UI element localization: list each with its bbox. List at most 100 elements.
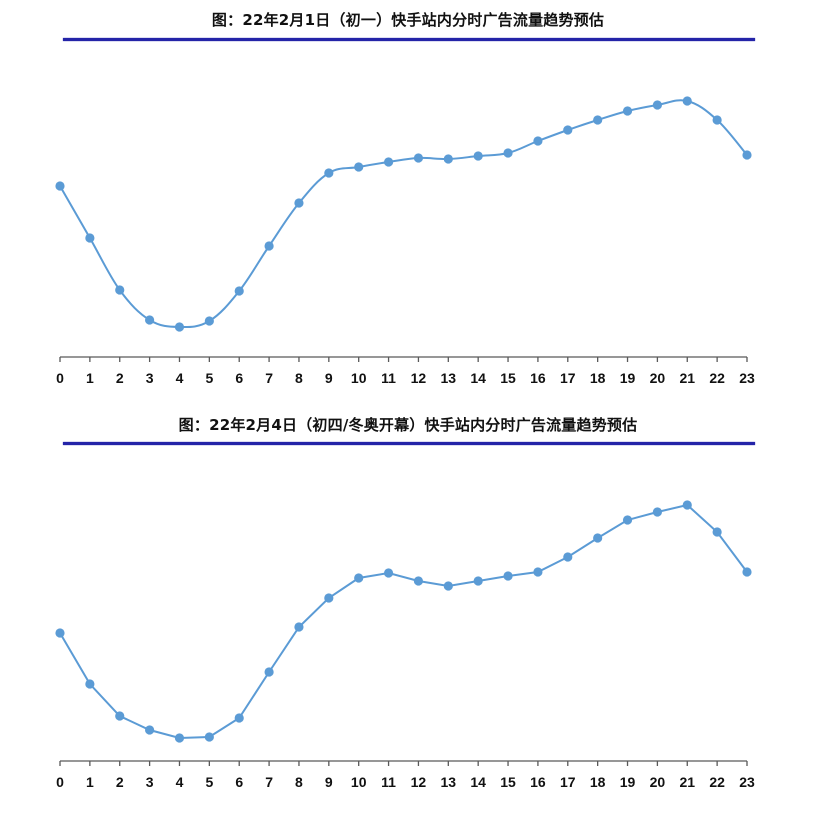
x-tick-label: 1: [86, 370, 94, 386]
data-point-marker: [563, 125, 573, 135]
data-point-marker: [264, 667, 274, 677]
x-tick-label: 6: [235, 370, 243, 386]
data-point-marker: [503, 148, 513, 158]
series-line: [59, 503, 748, 740]
data-point-marker: [742, 150, 752, 160]
x-tick-label: 8: [295, 774, 303, 790]
x-tick-label: 10: [351, 370, 367, 386]
data-point-marker: [55, 181, 65, 191]
x-tick-label: 4: [176, 370, 184, 386]
x-tick-label: 22: [709, 774, 725, 790]
data-point-marker: [234, 713, 244, 723]
data-point-marker: [294, 622, 304, 632]
x-tick-label: 0: [56, 774, 64, 790]
x-tick-label: 19: [620, 774, 636, 790]
data-point-marker: [622, 106, 633, 116]
x-tick-label: 5: [205, 774, 213, 790]
data-point-marker: [204, 732, 214, 742]
x-tick-label: 9: [325, 774, 333, 790]
x-tick-label: 14: [470, 774, 486, 790]
x-tick-label: 1: [86, 774, 94, 790]
x-tick-label: 12: [411, 774, 427, 790]
x-tick-label: 14: [470, 370, 486, 386]
title-underline: [63, 442, 755, 445]
x-tick-label: 19: [620, 370, 636, 386]
data-point-marker: [294, 198, 304, 208]
x-tick-label: 11: [381, 370, 396, 386]
x-tick-label: 7: [265, 774, 273, 790]
data-point-marker: [85, 679, 95, 689]
x-tick-label: 21: [679, 370, 695, 386]
x-tick-label: 13: [441, 774, 457, 790]
x-tick-label: 11: [381, 774, 396, 790]
x-tick-label: 7: [265, 370, 273, 386]
chart-title: 图：22年2月1日（初一）快手站内分时广告流量趋势预估: [211, 11, 605, 29]
x-tick-label: 20: [650, 370, 666, 386]
data-point-marker: [55, 628, 65, 638]
data-point-marker: [712, 527, 722, 537]
data-point-marker: [174, 733, 185, 743]
x-tick-label: 15: [500, 774, 516, 790]
x-tick-label: 13: [441, 370, 457, 386]
x-tick-label: 9: [325, 370, 333, 386]
data-point-marker: [383, 568, 394, 578]
x-tick-label: 3: [146, 370, 154, 386]
data-point-marker: [742, 567, 752, 577]
title-underline: [63, 38, 755, 41]
chart-1: 图：22年2月1日（初一）快手站内分时广告流量趋势预估 0 1 2 3 4 5 6 7 8 9 10…: [0, 0, 816, 405]
data-point-marker: [413, 576, 424, 586]
data-point-marker: [145, 725, 155, 735]
x-tick-label: 23: [739, 774, 755, 790]
x-tick-label: 18: [590, 370, 606, 386]
x-tick-label: 2: [116, 370, 124, 386]
x-tick-label: 21: [679, 774, 695, 790]
x-tick-label: 17: [560, 370, 576, 386]
data-point-marker: [383, 157, 394, 167]
x-tick-label: 0: [56, 370, 64, 386]
data-point-marker: [652, 100, 662, 110]
x-tick-label: 8: [295, 370, 303, 386]
line-plot: 0 1 2 3 4 5 6 7 8 9 10 11 12 13 14 15 16 17 18 19 20 21 22 23: [55, 96, 755, 386]
x-tick-label: 16: [530, 370, 546, 386]
data-point-marker: [443, 581, 453, 591]
data-point-marker: [413, 153, 424, 163]
data-point-marker: [682, 96, 692, 106]
x-tick-label: 3: [146, 774, 154, 790]
data-point-marker: [115, 711, 125, 721]
data-point-marker: [354, 573, 364, 583]
data-point-marker: [204, 316, 214, 326]
data-point-marker: [234, 286, 244, 296]
data-point-marker: [682, 500, 692, 510]
data-point-marker: [264, 241, 274, 251]
data-point-marker: [652, 507, 662, 517]
data-point-marker: [443, 154, 453, 164]
x-tick-label: 2: [116, 774, 124, 790]
x-tick-label: 23: [739, 370, 755, 386]
data-point-marker: [622, 515, 633, 525]
x-tick-label: 15: [500, 370, 516, 386]
data-point-marker: [174, 322, 185, 332]
data-point-marker: [145, 315, 155, 325]
x-tick-label: 12: [411, 370, 427, 386]
data-point-marker: [533, 567, 543, 577]
x-tick-label: 4: [176, 774, 184, 790]
data-point-marker: [503, 571, 513, 581]
data-point-marker: [115, 285, 125, 295]
x-tick-label: 10: [351, 774, 367, 790]
x-tick-label: 18: [590, 774, 606, 790]
x-tick-label: 5: [205, 370, 213, 386]
data-point-marker: [593, 533, 603, 543]
data-point-marker: [354, 162, 364, 172]
data-point-marker: [473, 576, 483, 586]
x-tick-label: 22: [709, 370, 725, 386]
x-tick-label: 17: [560, 774, 576, 790]
data-point-marker: [563, 552, 573, 562]
data-point-marker: [324, 168, 334, 178]
data-point-marker: [324, 593, 334, 603]
data-point-marker: [712, 115, 722, 125]
x-tick-label: 16: [530, 774, 546, 790]
data-point-marker: [473, 151, 483, 161]
x-tick-label: 6: [235, 774, 243, 790]
